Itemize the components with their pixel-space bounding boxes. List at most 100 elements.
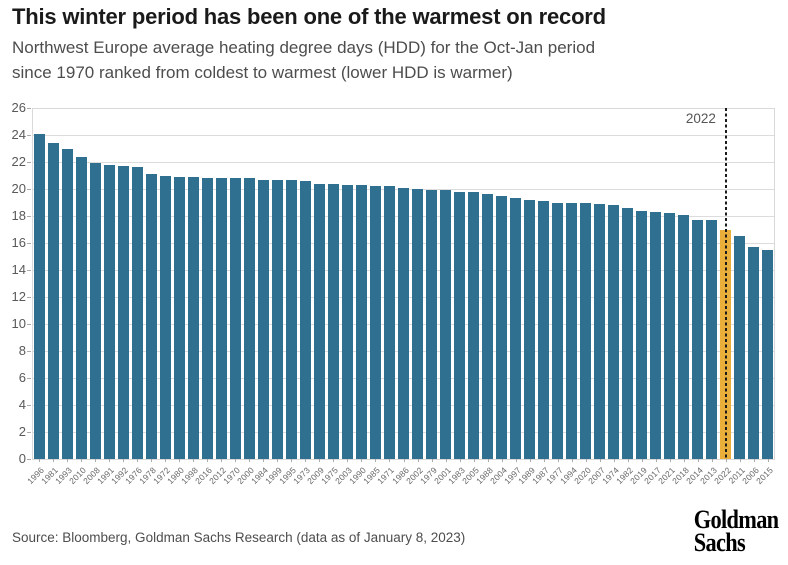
- y-axis-label: 4: [18, 397, 26, 412]
- bar-2018: [678, 214, 690, 459]
- x-axis-tick: [683, 459, 685, 462]
- x-axis-tick: [585, 459, 587, 462]
- x-axis-tick: [445, 459, 447, 462]
- bar-1982: [622, 207, 634, 459]
- y-axis-label: 6: [18, 370, 26, 385]
- bar-1994: [566, 202, 578, 459]
- x-axis-tick: [613, 459, 615, 462]
- bar-1976: [131, 167, 143, 459]
- y-axis-tick: [27, 324, 31, 325]
- x-axis-tick: [571, 459, 573, 462]
- source-note: Source: Bloomberg, Goldman Sachs Researc…: [12, 530, 466, 545]
- y-axis-tick: [27, 189, 31, 190]
- y-axis-label: 0: [18, 451, 26, 466]
- x-axis-tick: [193, 459, 195, 462]
- bar-1993: [61, 148, 73, 459]
- bar-2016: [201, 178, 213, 459]
- x-axis-tick: [501, 459, 503, 462]
- y-axis-label: 22: [11, 154, 26, 169]
- x-axis-tick: [165, 459, 167, 462]
- x-axis-tick: [81, 459, 83, 462]
- x-axis-tick: [669, 459, 671, 462]
- bar-2020: [580, 202, 592, 459]
- y-axis-label: 24: [11, 127, 26, 142]
- bar-2015: [762, 249, 774, 459]
- x-axis-tick: [767, 459, 769, 462]
- bar-1999: [271, 179, 283, 459]
- x-axis-tick: [725, 459, 727, 462]
- y-axis-tick: [27, 405, 31, 406]
- x-axis-tick: [305, 459, 307, 462]
- bar-2007: [594, 203, 606, 459]
- x-axis-tick: [319, 459, 321, 462]
- chart-subtitle: Northwest Europe average heating degree …: [12, 38, 596, 82]
- bar-2012: [215, 178, 227, 459]
- x-axis-tick: [179, 459, 181, 462]
- x-axis-tick: [235, 459, 237, 462]
- logo-line-1: Goldman: [693, 505, 778, 534]
- bar-1995: [285, 179, 297, 459]
- y-axis-label: 16: [11, 235, 26, 250]
- bar-1990: [355, 184, 367, 459]
- bar-1974: [608, 205, 620, 459]
- y-axis-label: 10: [11, 316, 26, 331]
- x-axis-tick: [137, 459, 139, 462]
- goldman-sachs-logo: Goldman Sachs: [693, 505, 778, 557]
- bar-1997: [510, 198, 522, 459]
- bar-1972: [159, 175, 171, 459]
- x-axis-tick: [599, 459, 601, 462]
- bar-1985: [369, 186, 381, 459]
- x-axis-tick: [347, 459, 349, 462]
- bar-1989: [524, 199, 536, 459]
- x-axis-tick: [291, 459, 293, 462]
- bar-1970: [229, 178, 241, 459]
- y-axis-label: 8: [18, 343, 26, 358]
- bar-1971: [383, 186, 395, 459]
- chart-title: This winter period has been one of the w…: [12, 4, 606, 29]
- highlight-annotation-label: 2022: [685, 111, 716, 126]
- bar-1973: [299, 180, 311, 459]
- logo-line-2: Sachs: [693, 527, 745, 557]
- y-axis-tick: [27, 108, 31, 109]
- bar-1998: [187, 176, 199, 459]
- bar-chart: 0 2 4 6 8 10 12 14 16 18 20 22 24 26 1996 1981 1993 2010 2…: [0, 100, 788, 512]
- bar-2021: [664, 213, 676, 459]
- x-axis-tick: [389, 459, 391, 462]
- x-axis-tick: [711, 459, 713, 462]
- x-axis-tick: [109, 459, 111, 462]
- x-axis-tick: [641, 459, 643, 462]
- bar-1978: [145, 174, 157, 459]
- y-axis-tick: [27, 216, 31, 217]
- y-axis-label: 18: [11, 208, 26, 223]
- bar-1979: [426, 190, 438, 459]
- y-axis-tick: [27, 432, 31, 433]
- x-axis-tick: [417, 459, 419, 462]
- bar-1987: [538, 201, 550, 459]
- x-axis-tick: [277, 459, 279, 462]
- bar-1986: [398, 187, 409, 459]
- x-axis-tick: [515, 459, 517, 462]
- bar-1975: [327, 183, 339, 459]
- x-axis-tick: [375, 459, 377, 462]
- bar-2008: [89, 163, 101, 459]
- y-axis-label: 26: [11, 100, 26, 115]
- y-axis-label: 2: [18, 424, 26, 439]
- bar-1996: [33, 133, 45, 459]
- bar-1984: [257, 179, 269, 459]
- y-axis-label: 12: [11, 289, 26, 304]
- x-axis-tick: [67, 459, 69, 462]
- x-axis-tick: [207, 459, 209, 462]
- bar-1992: [117, 166, 129, 459]
- gridline: [32, 135, 775, 136]
- bar-2002: [412, 189, 424, 459]
- x-axis-tick: [543, 459, 545, 462]
- y-axis-tick: [27, 270, 31, 271]
- x-axis-tick: [263, 459, 265, 462]
- x-axis-tick: [739, 459, 741, 462]
- x-axis-tick: [459, 459, 461, 462]
- y-axis-label: 14: [11, 262, 26, 277]
- x-axis-tick: [557, 459, 559, 462]
- x-axis-tick: [333, 459, 335, 462]
- bar-2019: [636, 210, 648, 459]
